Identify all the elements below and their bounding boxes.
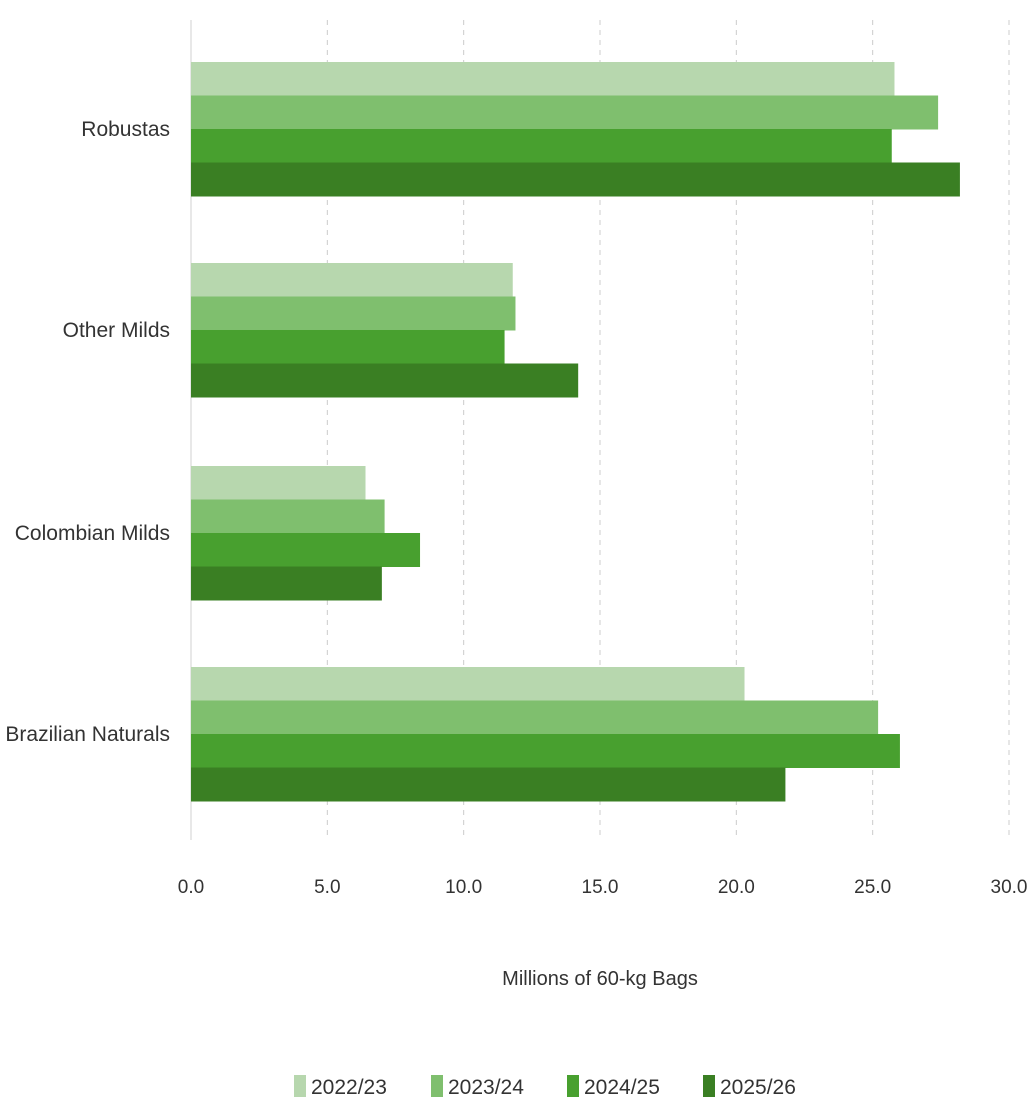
legend-label: 2025/26 (720, 1076, 796, 1099)
x-tick-label: 5.0 (314, 877, 340, 898)
bar (191, 767, 786, 802)
bar (191, 62, 895, 96)
legend-label: 2023/24 (448, 1076, 524, 1099)
legend: 2022/23 2023/24 2024/25 2025/26 (294, 1075, 796, 1099)
bar (191, 296, 516, 331)
bar (191, 566, 382, 601)
legend-label: 2022/23 (311, 1076, 387, 1099)
bar (191, 330, 505, 364)
bar (191, 95, 939, 130)
x-tick-label: 15.0 (582, 877, 619, 898)
category-label: Other Milds (63, 319, 170, 342)
category-label: Robustas (81, 118, 170, 141)
x-tick-label: 20.0 (718, 877, 755, 898)
legend-swatch (703, 1075, 715, 1097)
bar (191, 700, 879, 735)
category-labels: Robustas Other Milds Colombian Milds Brazil… (5, 118, 170, 746)
bar (191, 734, 900, 768)
bar (191, 162, 960, 197)
x-tick-label: 10.0 (445, 877, 482, 898)
bar (191, 129, 892, 163)
category-label: Brazilian Naturals (5, 723, 170, 746)
bar (191, 466, 366, 500)
category-label: Colombian Milds (15, 522, 170, 545)
legend-swatch (431, 1075, 443, 1097)
bar (191, 263, 513, 297)
x-tick-label: 30.0 (991, 877, 1028, 898)
bar (191, 533, 421, 567)
legend-label: 2024/25 (584, 1076, 660, 1099)
bar (191, 667, 745, 701)
x-tick-label: 25.0 (854, 877, 891, 898)
x-axis-title: Millions of 60-kg Bags (502, 968, 698, 990)
legend-swatch (567, 1075, 579, 1097)
legend-swatch (294, 1075, 306, 1097)
x-tick-labels: 0.0 5.0 10.0 15.0 20.0 25.0 30.0 (178, 877, 1028, 898)
bars (191, 62, 960, 802)
bar (191, 363, 579, 398)
bar (191, 499, 385, 534)
x-tick-label: 0.0 (178, 877, 204, 898)
